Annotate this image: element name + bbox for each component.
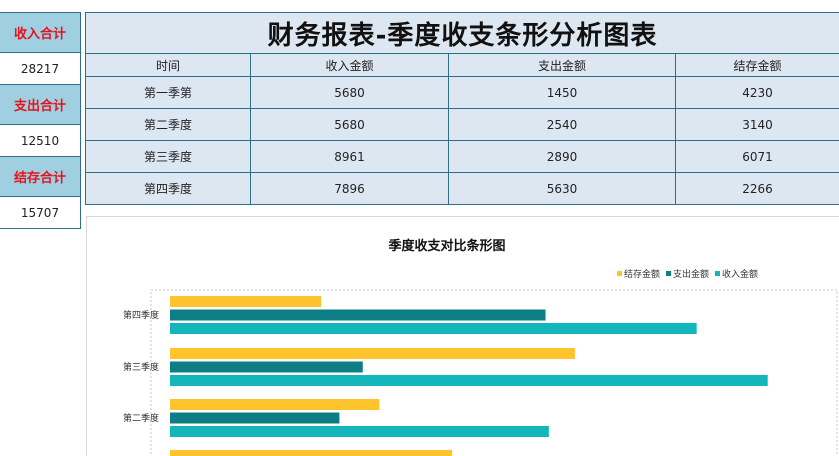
cell-quarter[interactable]: 第四季度 [86,173,251,205]
cell-quarter[interactable]: 第二季度 [86,109,251,141]
summary-panel: 收入合计 28217 支出合计 12510 结存合计 15707 [0,12,81,229]
cell-expense[interactable]: 2890 [449,141,676,173]
header-income[interactable]: 收入金额 [251,54,449,77]
header-time[interactable]: 时间 [86,54,251,77]
category-label: 第二季度 [123,412,159,424]
bar-income[interactable] [170,426,549,437]
cell-expense[interactable]: 2540 [449,109,676,141]
cell-income[interactable]: 5680 [251,77,449,109]
category-label: 第四季度 [123,309,159,321]
bar-balance[interactable] [170,399,379,410]
bar-balance[interactable] [170,348,575,359]
cell-income[interactable]: 5680 [251,109,449,141]
cell-quarter[interactable]: 第一季第 [86,77,251,109]
expense-total-label: 支出合计 [0,85,80,125]
bar-income[interactable] [170,323,697,334]
cell-expense[interactable]: 5630 [449,173,676,205]
category-label: 第三季度 [123,361,159,373]
chart-panel[interactable]: 季度收支对比条形图 结存金额 支出金额 收入金额 第四季度第三季度第二季度 [86,216,839,456]
table-row: 第四季度 7896 5630 2266 [86,173,839,205]
table-row: 第一季第 5680 1450 4230 [86,77,839,109]
table-header-row: 时间 收入金额 支出金额 结存金额 [86,54,839,77]
cell-income[interactable]: 8961 [251,141,449,173]
bar-expense[interactable] [170,362,363,373]
bar-income[interactable] [170,375,768,386]
cell-expense[interactable]: 1450 [449,77,676,109]
table-row: 第三季度 8961 2890 6071 [86,141,839,173]
bar-expense[interactable] [170,310,546,321]
cell-quarter[interactable]: 第三季度 [86,141,251,173]
income-total-label: 收入合计 [0,12,80,53]
expense-total-value[interactable]: 12510 [0,125,80,157]
header-balance[interactable]: 结存金额 [676,54,839,77]
header-expense[interactable]: 支出金额 [449,54,676,77]
report-table: 财务报表-季度收支条形分析图表 时间 收入金额 支出金额 结存金额 第一季第 5… [85,12,839,205]
balance-total-value[interactable]: 15707 [0,197,80,229]
cell-balance[interactable]: 4230 [676,77,839,109]
cell-balance[interactable]: 3140 [676,109,839,141]
bar-balance[interactable] [170,450,452,456]
cell-income[interactable]: 7896 [251,173,449,205]
balance-total-label: 结存合计 [0,157,80,197]
income-total-value[interactable]: 28217 [0,53,80,85]
cell-balance[interactable]: 2266 [676,173,839,205]
table-row: 第二季度 5680 2540 3140 [86,109,839,141]
cell-balance[interactable]: 6071 [676,141,839,173]
bar-balance[interactable] [170,296,321,307]
report-title[interactable]: 财务报表-季度收支条形分析图表 [86,13,839,54]
bar-expense[interactable] [170,413,339,424]
